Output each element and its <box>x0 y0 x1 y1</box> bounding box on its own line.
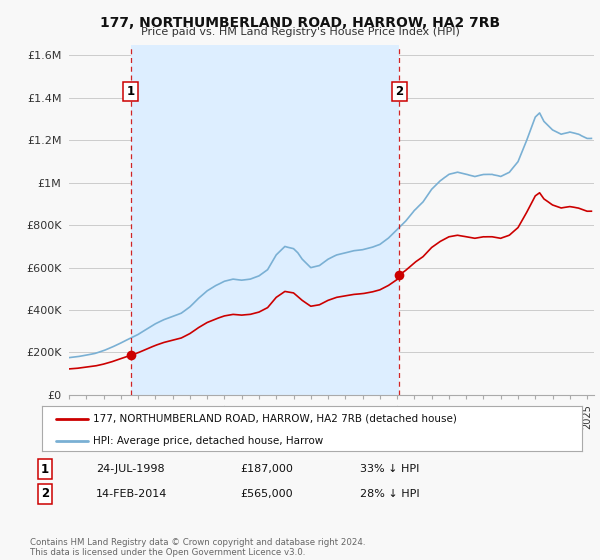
Text: 177, NORTHUMBERLAND ROAD, HARROW, HA2 7RB: 177, NORTHUMBERLAND ROAD, HARROW, HA2 7R… <box>100 16 500 30</box>
Text: 2: 2 <box>395 85 403 98</box>
Text: 177, NORTHUMBERLAND ROAD, HARROW, HA2 7RB (detached house): 177, NORTHUMBERLAND ROAD, HARROW, HA2 7R… <box>94 413 457 423</box>
Text: 33% ↓ HPI: 33% ↓ HPI <box>360 464 419 474</box>
Text: 24-JUL-1998: 24-JUL-1998 <box>96 464 164 474</box>
Text: £565,000: £565,000 <box>240 489 293 499</box>
Text: 1: 1 <box>41 463 49 476</box>
Text: 28% ↓ HPI: 28% ↓ HPI <box>360 489 419 499</box>
Text: 1: 1 <box>127 85 135 98</box>
Text: 2: 2 <box>41 487 49 501</box>
Text: HPI: Average price, detached house, Harrow: HPI: Average price, detached house, Harr… <box>94 436 323 446</box>
Text: Contains HM Land Registry data © Crown copyright and database right 2024.
This d: Contains HM Land Registry data © Crown c… <box>30 538 365 557</box>
Bar <box>131 45 399 395</box>
Text: 14-FEB-2014: 14-FEB-2014 <box>96 489 167 499</box>
Text: Price paid vs. HM Land Registry's House Price Index (HPI): Price paid vs. HM Land Registry's House … <box>140 27 460 37</box>
Text: £187,000: £187,000 <box>240 464 293 474</box>
